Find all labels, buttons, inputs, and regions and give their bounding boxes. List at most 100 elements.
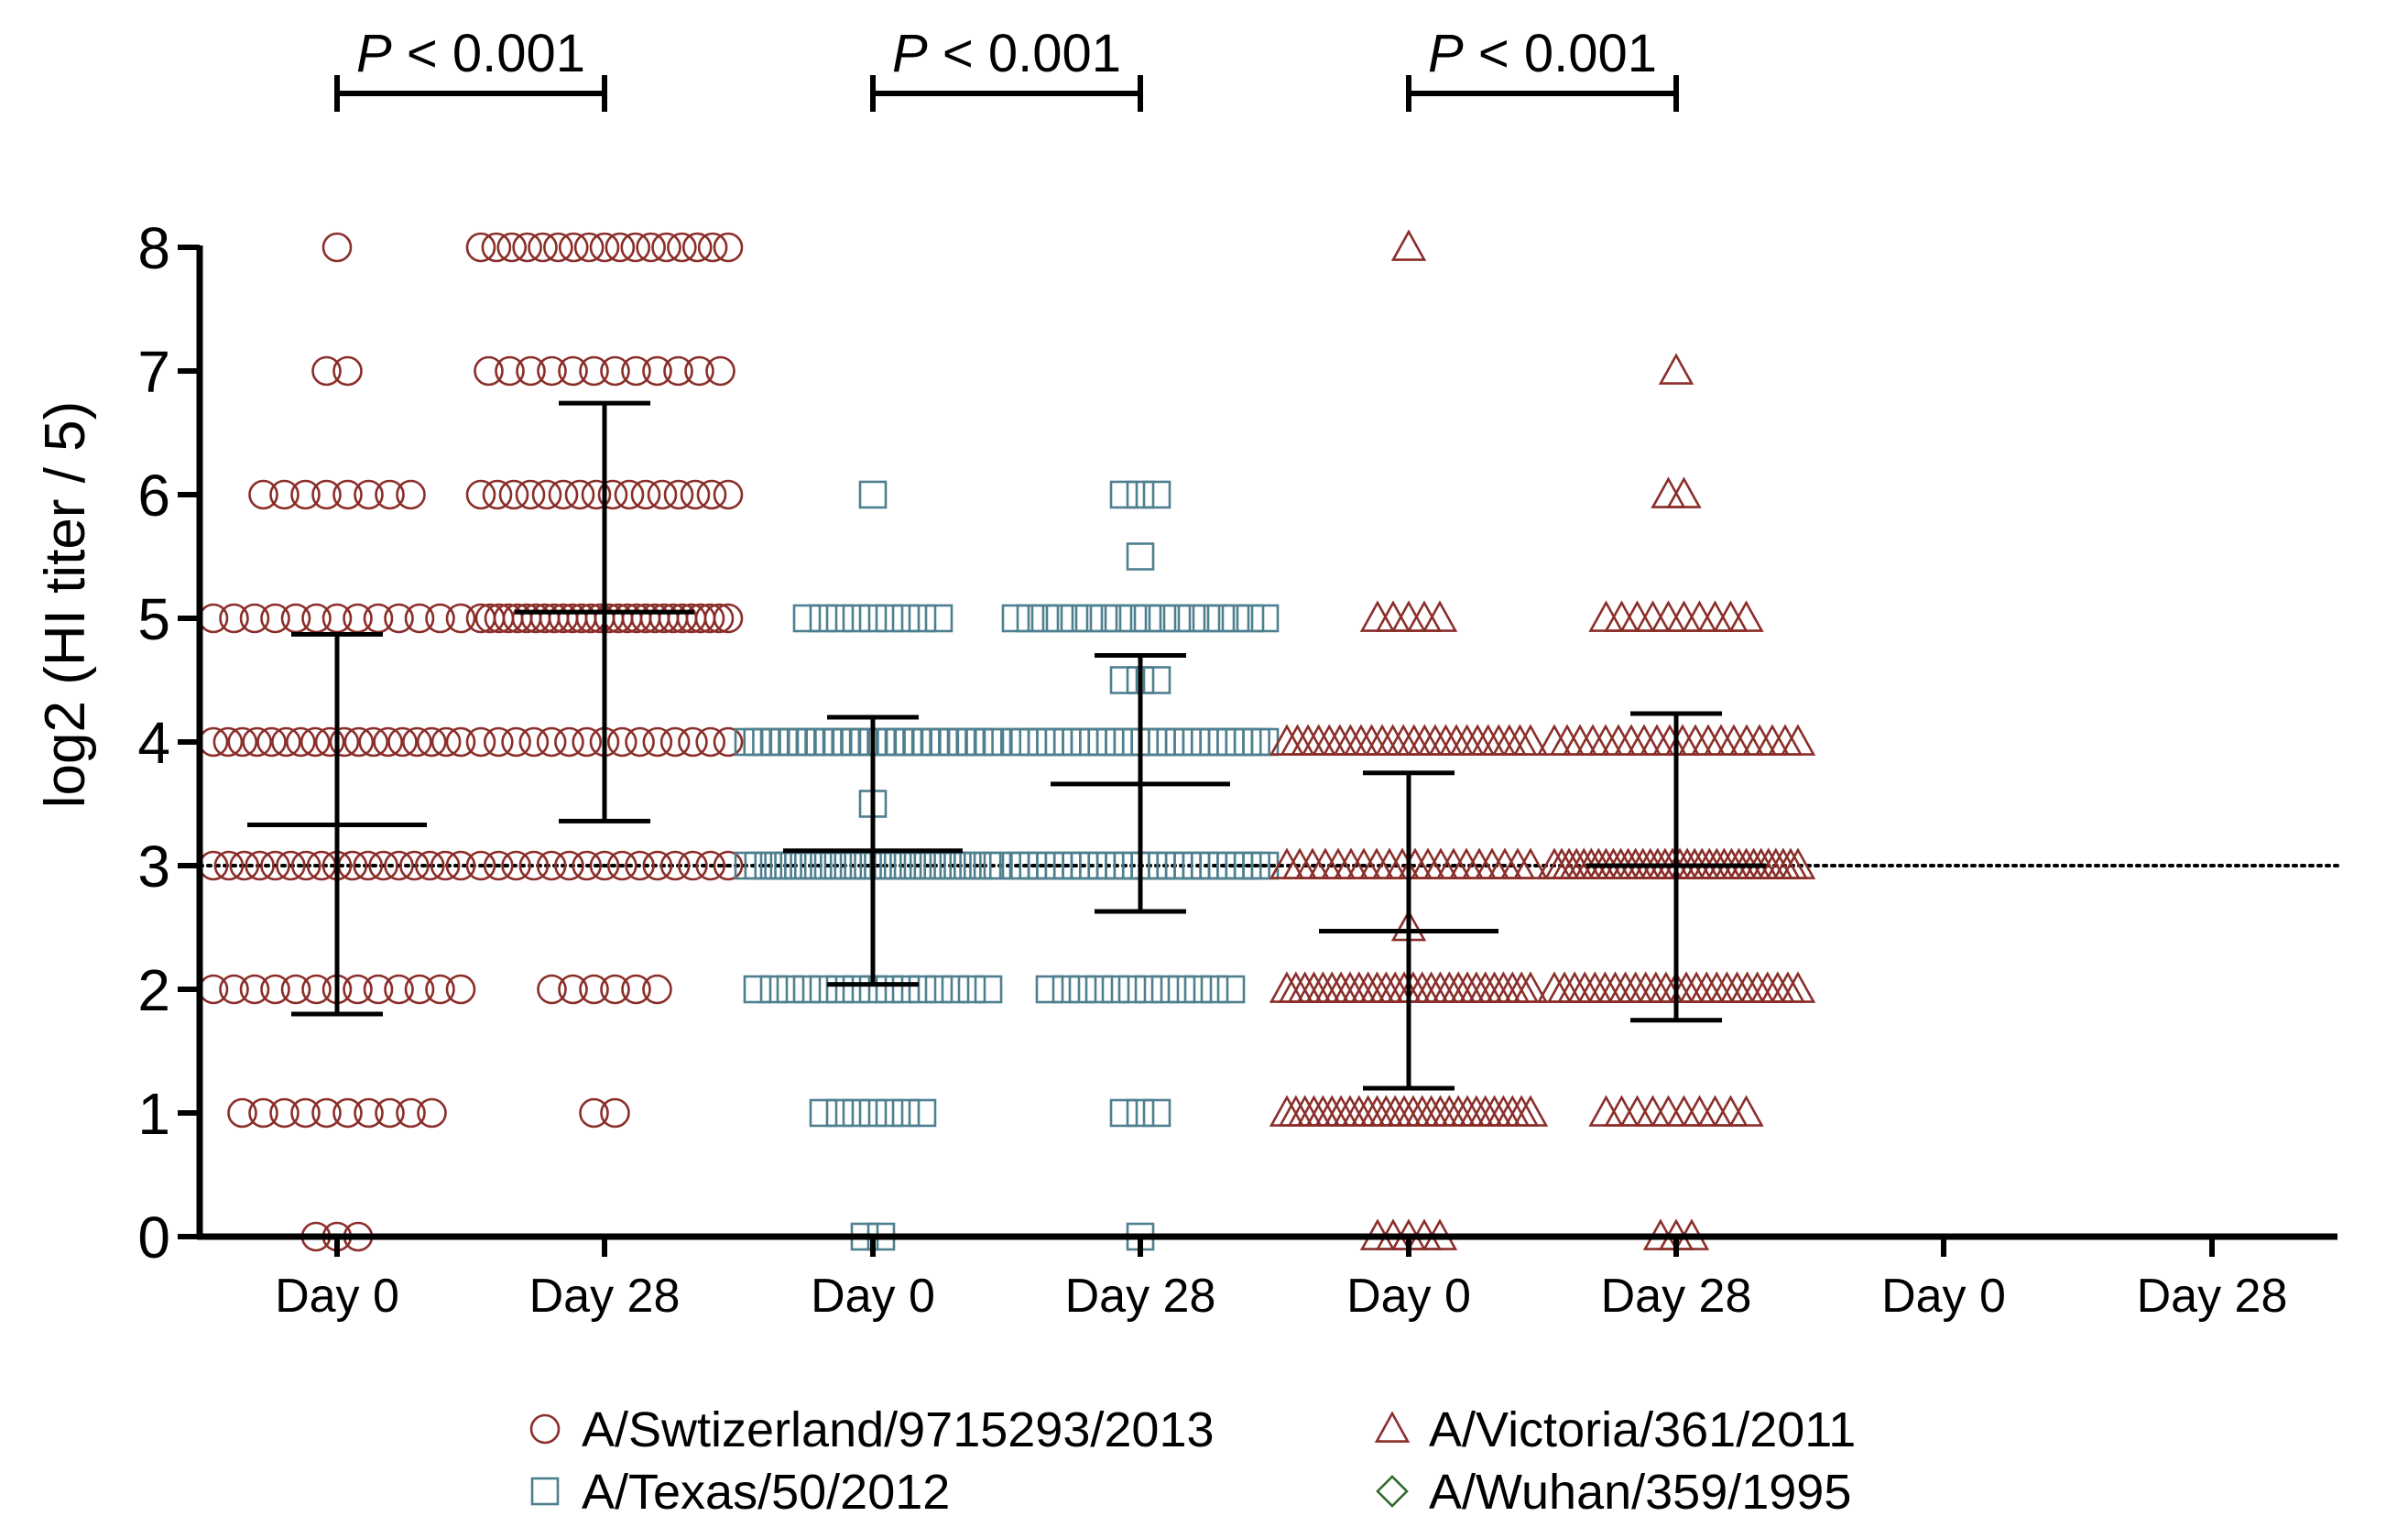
data-point-circle — [589, 232, 620, 263]
data-point-circle — [375, 479, 405, 510]
data-point-circle — [300, 726, 331, 758]
data-point-square — [809, 604, 838, 633]
data-point-circle — [579, 1097, 609, 1129]
error-bars-group — [247, 400, 1766, 1091]
data-point-circle — [353, 850, 384, 881]
data-point-triangle — [1375, 724, 1411, 756]
data-point-circle — [332, 1097, 363, 1129]
data-point-circle — [600, 974, 630, 1005]
data-point-circle — [354, 479, 384, 510]
x-tick-label: Day 28 — [1065, 1270, 1216, 1323]
data-point-circle — [332, 355, 363, 387]
data-point-circle — [713, 850, 744, 881]
data-point-circle — [269, 479, 300, 510]
data-point-square — [776, 975, 805, 1004]
data-point-circle — [614, 479, 645, 510]
data-point-square — [769, 727, 799, 757]
data-point-circle — [625, 726, 655, 758]
data-point-square — [1183, 975, 1213, 1004]
data-point-circle — [425, 603, 455, 634]
data-point-circle — [384, 603, 414, 634]
data-point-square — [1148, 727, 1176, 757]
data-point-square — [1016, 604, 1045, 633]
data-point-triangle — [1780, 724, 1816, 756]
data-point-square — [805, 727, 834, 757]
data-point-triangle — [1390, 229, 1427, 261]
data-points-group — [198, 229, 1816, 1252]
data-point-square — [825, 1098, 855, 1128]
data-point-circle — [678, 726, 708, 758]
data-point-circle — [396, 479, 426, 510]
y-tick-label: 1 — [137, 1081, 170, 1147]
data-point-circle — [430, 726, 462, 758]
data-point-square — [1101, 975, 1130, 1004]
y-tick-label: 7 — [137, 339, 170, 405]
data-point-triangle — [1619, 1095, 1655, 1127]
data-point-square — [1142, 666, 1171, 694]
data-point-triangle — [1502, 724, 1538, 756]
legend-marker-triangle — [1374, 1411, 1411, 1443]
x-tick-label: Day 28 — [529, 1270, 681, 1323]
data-point-square — [1225, 727, 1254, 757]
data-point-square — [841, 727, 869, 757]
data-point-square — [1133, 604, 1162, 633]
data-point-square — [842, 1098, 871, 1128]
data-point-circle — [219, 603, 249, 634]
data-point-triangle — [1459, 724, 1496, 756]
data-point-square — [1233, 727, 1262, 757]
data-point-circle — [695, 726, 726, 758]
data-point-triangle — [1709, 971, 1745, 1003]
data-point-circle — [518, 850, 550, 881]
y-tick-label: 5 — [137, 586, 170, 652]
data-point-square — [825, 604, 855, 633]
legend-label: A/Swtizerland/9715293/2013 — [582, 1402, 1215, 1457]
data-point-triangle — [1364, 724, 1400, 756]
data-point-triangle — [1470, 724, 1506, 756]
data-point-triangle — [1697, 600, 1733, 632]
data-point-circle — [713, 726, 744, 758]
data-point-circle — [651, 232, 681, 263]
data-point-circle — [537, 974, 567, 1005]
data-point-circle — [536, 726, 567, 758]
data-point-square — [1084, 975, 1114, 1004]
data-point-circle — [445, 726, 476, 758]
data-point-square — [1074, 604, 1104, 633]
data-point-square — [1126, 480, 1155, 509]
data-point-square — [1250, 604, 1280, 633]
data-point-triangle — [1359, 600, 1396, 632]
data-point-triangle — [1666, 600, 1702, 632]
data-point-square — [823, 727, 852, 757]
y-tick-label: 2 — [137, 957, 170, 1023]
data-point-triangle — [1407, 724, 1443, 756]
data-point-square — [1010, 727, 1039, 757]
data-point-circle — [606, 850, 637, 881]
data-point-square — [1173, 727, 1202, 757]
data-point-circle — [321, 232, 353, 263]
data-point-triangle — [1618, 971, 1653, 1003]
data-point-circle — [681, 232, 713, 263]
data-point-circle — [496, 232, 528, 263]
data-point-circle — [495, 355, 525, 387]
data-point-square — [1087, 727, 1117, 757]
data-point-square — [858, 480, 888, 509]
data-point-square — [1216, 975, 1246, 1004]
data-point-square — [832, 727, 861, 757]
data-point-square — [796, 727, 825, 757]
data-point-triangle — [1619, 600, 1655, 632]
data-point-square — [760, 727, 790, 757]
data-point-square — [974, 727, 1003, 757]
data-point-triangle — [1290, 724, 1326, 756]
x-tick-label: Day 0 — [811, 1270, 935, 1323]
data-point-circle — [213, 850, 245, 881]
data-point-circle — [498, 479, 529, 510]
data-point-triangle — [1587, 971, 1623, 1003]
data-point-circle — [384, 974, 414, 1005]
data-point-triangle — [1728, 600, 1764, 632]
data-point-triangle — [1628, 971, 1663, 1003]
data-point-triangle — [1682, 600, 1717, 632]
data-point-square — [1191, 727, 1219, 757]
data-point-triangle — [1713, 600, 1749, 632]
data-point-circle — [501, 850, 531, 881]
data-point-triangle — [1428, 724, 1464, 756]
data-point-square — [1001, 604, 1030, 633]
